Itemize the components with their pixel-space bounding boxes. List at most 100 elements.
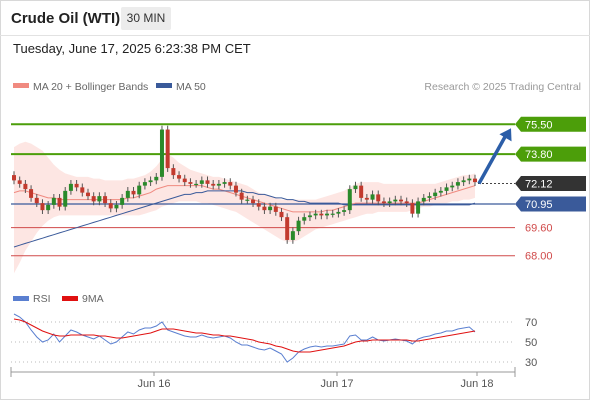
candle	[159, 125, 164, 181]
candle-body	[461, 180, 466, 183]
candle-body	[285, 217, 290, 240]
candle	[68, 180, 73, 195]
candle-body	[302, 217, 307, 221]
candle-body	[427, 196, 432, 198]
candle-body	[63, 190, 68, 207]
candle-body	[319, 213, 324, 216]
candle-body	[359, 185, 364, 198]
candle-body	[23, 183, 28, 190]
candle	[262, 202, 267, 215]
candle	[387, 197, 392, 207]
candle-body	[97, 196, 102, 202]
candle	[188, 178, 193, 188]
candle-body	[40, 203, 45, 211]
candle	[46, 201, 51, 215]
key-levels	[11, 123, 515, 257]
candle	[296, 216, 301, 236]
candle	[381, 197, 386, 207]
instrument-title: Crude Oil (WTI)	[11, 10, 121, 27]
candle	[313, 209, 318, 220]
candle-body	[399, 199, 404, 202]
candle-body	[307, 215, 312, 218]
candle-body	[296, 220, 301, 232]
resistance-label-2-box	[515, 146, 586, 162]
candle-body	[211, 183, 216, 186]
candle	[268, 202, 273, 215]
candle-body	[387, 201, 392, 204]
candle	[142, 178, 147, 190]
candle	[467, 174, 472, 185]
candle-body	[68, 183, 73, 191]
candle	[211, 180, 216, 190]
projection-arrow	[477, 128, 512, 185]
candle-body	[290, 231, 295, 240]
timeframe-badge[interactable]: 30 MIN	[121, 7, 171, 30]
candle	[364, 194, 369, 204]
candlesticks	[12, 125, 477, 244]
candle	[239, 188, 244, 204]
candle-body	[467, 178, 472, 181]
candle	[222, 178, 227, 188]
candle-body	[131, 190, 136, 195]
resistance-label-2-text: 73.80	[525, 149, 553, 161]
candle	[177, 171, 182, 183]
ma20-legend-label: MA 20 + Bollinger Bands	[33, 81, 148, 93]
candle	[416, 197, 421, 218]
candle-body	[239, 192, 244, 200]
rsi-grid: 70 50 30	[11, 317, 537, 369]
candle	[91, 192, 96, 206]
candle	[325, 209, 330, 220]
candle	[285, 213, 290, 244]
x-tick-label: Jun 17	[320, 378, 353, 390]
candle	[433, 188, 438, 200]
candle	[256, 199, 261, 211]
candle-body	[455, 182, 460, 186]
rsi-tick-label: 30	[525, 357, 537, 369]
candle-body	[273, 206, 278, 212]
candle	[427, 192, 432, 202]
candle-body	[171, 168, 176, 176]
ma50-legend-swatch	[156, 83, 172, 88]
resistance-label-1-box	[515, 116, 586, 132]
rsi-tick-label: 50	[525, 337, 537, 349]
candle	[114, 201, 119, 213]
candle-body	[416, 201, 421, 214]
candle-body	[159, 129, 164, 177]
candle-body	[51, 197, 56, 205]
candle	[273, 202, 278, 216]
candle	[171, 164, 176, 179]
candle-body	[233, 185, 238, 193]
candle	[165, 125, 170, 172]
candle	[137, 181, 142, 199]
candle-body	[421, 197, 426, 202]
candle	[245, 195, 250, 204]
candle-body	[91, 196, 96, 202]
candle	[97, 192, 102, 206]
candle-body	[262, 206, 267, 211]
candle	[51, 194, 56, 209]
candle	[182, 174, 187, 186]
candle-body	[12, 175, 16, 181]
candle	[40, 199, 45, 215]
candle	[359, 181, 364, 202]
candle	[370, 190, 375, 204]
candle	[12, 171, 16, 185]
candle	[154, 173, 159, 185]
candle	[57, 194, 62, 211]
candle-body	[228, 182, 233, 186]
candle-body	[120, 197, 125, 205]
resistance-label-1-text: 75.50	[525, 119, 553, 131]
candle-body	[353, 185, 358, 190]
candle-body	[142, 182, 147, 186]
candle-body	[370, 194, 375, 200]
candle-body	[381, 201, 386, 204]
x-tick-label: Jun 16	[137, 378, 170, 390]
candle	[319, 209, 324, 220]
candle-body	[85, 192, 90, 197]
candle-body	[148, 180, 153, 183]
candle-body	[444, 187, 449, 191]
rsi-ma-legend-swatch	[62, 296, 78, 301]
candle	[29, 185, 34, 202]
candle-body	[216, 183, 221, 186]
